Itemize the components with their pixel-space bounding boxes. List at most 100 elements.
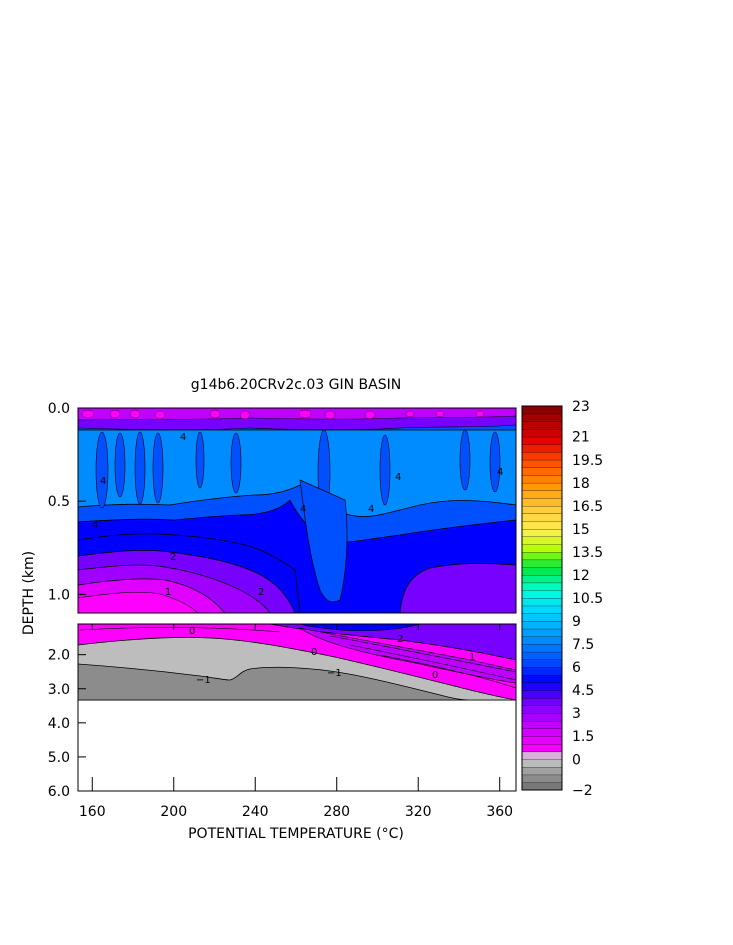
colorbar-tick-label: 12 — [572, 568, 590, 584]
y-tick-label: 5.0 — [48, 750, 70, 766]
chart-title: g14b6.20CRv2c.03 GIN BASIN — [191, 377, 401, 393]
x-tick-label: 360 — [486, 804, 513, 820]
colorbar-tick-label: 9 — [572, 614, 581, 630]
upper-surface-spots — [81, 409, 485, 420]
colorbar-swatch — [521, 705, 563, 714]
x-axis: 160 200 240 280 320 360 — [79, 624, 513, 820]
colorbar-swatch — [521, 536, 563, 545]
contour-label: 4 — [497, 467, 503, 478]
y-tick-label: 0.5 — [48, 494, 70, 510]
contour-label: 0 — [189, 626, 195, 637]
colorbar-swatch — [521, 567, 563, 576]
contour-label: 4 — [100, 476, 106, 487]
lower-band-violet — [299, 627, 516, 684]
colorbar-swatch — [521, 544, 563, 553]
contour-label: 4 — [395, 472, 401, 483]
y-tick-label: 4.0 — [48, 716, 70, 732]
colorbar-swatch — [521, 498, 563, 507]
x-tick-label: 240 — [242, 804, 269, 820]
colorbar-tick-label: 23 — [572, 399, 590, 415]
colorbar-swatch — [521, 474, 563, 484]
contour-label: 1 — [165, 587, 171, 598]
upper-band-purple-right — [399, 563, 516, 613]
lower-panel: 0 2 0 1 −1 −1 0 — [78, 624, 516, 791]
colorbar-swatch — [521, 490, 563, 499]
colorbar-tick-label: 4.5 — [572, 683, 594, 699]
colorbar-swatch — [521, 690, 563, 699]
y-tick-label: 0.0 — [48, 401, 70, 417]
lower-contour-labels: 0 2 0 1 −1 −1 0 — [189, 626, 475, 686]
contour-label: 2 — [170, 552, 176, 563]
upper-band-magenta-core — [78, 591, 199, 613]
colorbar-swatch — [521, 444, 563, 453]
colorbar-swatch — [521, 751, 563, 760]
colorbar-swatch — [521, 674, 563, 683]
colorbar-frame — [521, 405, 563, 791]
colorbar-tick-label: 3 — [572, 706, 581, 722]
lower-band-gray-dark — [78, 663, 469, 701]
colorbar-swatch — [521, 736, 563, 745]
colorbar-tick-label: 7.5 — [572, 637, 594, 653]
x-tick-label: 200 — [160, 804, 187, 820]
colorbar-swatch — [521, 405, 563, 415]
colorbar-tick-label: 18 — [572, 476, 590, 492]
upper-contour-labels: 4 4 4 4 4 4 4 2 2 1 — [92, 432, 503, 598]
colorbar-swatch — [521, 421, 563, 430]
upper-band-light-blue — [78, 429, 516, 517]
y-tick-label: 1.0 — [48, 587, 70, 603]
colorbar-swatch — [521, 582, 563, 591]
colorbar-swatch — [521, 636, 563, 645]
contour-label: −1 — [327, 668, 342, 679]
colorbar-tick-label: 1.5 — [572, 729, 594, 745]
colorbar-tick-label: 15 — [572, 522, 590, 538]
colorbar-swatch — [521, 774, 563, 783]
colorbar-tick-label: 10.5 — [572, 591, 603, 607]
y-axis-label: DEPTH (km) — [21, 551, 37, 635]
upper-trough — [299, 479, 348, 603]
colorbar-swatch — [521, 451, 563, 461]
contour-label: 0 — [432, 670, 438, 681]
contour-label: 4 — [92, 520, 98, 531]
colorbar-labels: 23 21 19.5 18 16.5 15 13.5 12 10.5 9 7.5 6 4.5 3 1.5 0 −… — [572, 399, 603, 799]
colorbar-swatch — [521, 659, 563, 668]
colorbar-swatch — [521, 467, 563, 476]
colorbar-tick-label: 16.5 — [572, 499, 603, 515]
colorbar-tick-label: 13.5 — [572, 545, 603, 561]
colorbar-tick-label: 19.5 — [572, 453, 603, 469]
y-axis-lower: 2.0 3.0 4.0 5.0 6.0 — [48, 648, 86, 800]
lower-panel-frame — [77, 623, 517, 792]
colorbar-swatch — [521, 428, 563, 438]
colorbar-swatch — [521, 682, 563, 691]
colorbar-swatch — [521, 759, 563, 768]
colorbar-swatch — [521, 436, 563, 445]
upper-panel-frame — [77, 407, 517, 614]
colorbar-swatch — [521, 551, 563, 561]
x-tick-label: 320 — [405, 804, 432, 820]
y-tick-label: 3.0 — [48, 682, 70, 698]
colorbar-tick-label: 6 — [572, 660, 581, 676]
colorbar-swatch — [521, 597, 563, 607]
lower-band-blue — [299, 624, 421, 632]
colorbar-swatch — [521, 413, 563, 422]
colorbar-tick-label: 0 — [572, 752, 581, 768]
colorbar-swatch — [521, 766, 563, 776]
upper-panel: 4 4 4 4 4 4 4 2 2 1 — [78, 408, 516, 613]
contour-label: 1 — [469, 652, 475, 663]
x-tick-label: 280 — [323, 804, 350, 820]
colorbar-swatch — [521, 574, 563, 584]
contour-label: 2 — [397, 634, 403, 645]
contour-label: 0 — [311, 647, 317, 658]
y-tick-label: 6.0 — [48, 784, 70, 800]
upper-surface-magenta — [78, 408, 516, 421]
contour-label: 4 — [368, 504, 374, 515]
colorbar-swatch — [521, 559, 563, 568]
upper-ridges — [95, 429, 501, 515]
colorbar-swatch — [521, 459, 563, 468]
colorbar-swatch — [521, 666, 563, 676]
colorbar-swatch — [521, 728, 563, 737]
colorbar-swatch — [521, 613, 563, 622]
contour-label: −1 — [196, 675, 211, 686]
contour-label: 4 — [180, 432, 186, 443]
colorbar-swatch — [521, 643, 563, 653]
